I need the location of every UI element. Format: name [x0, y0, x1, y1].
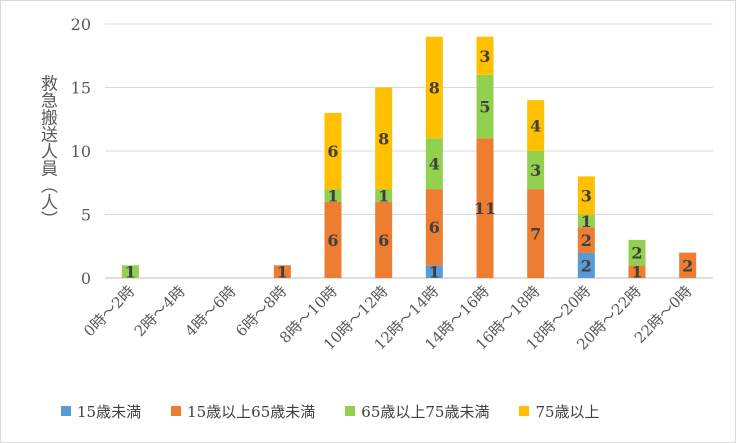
bar-segment: [324, 189, 342, 202]
data-label: 6: [429, 218, 440, 237]
bar-segment: [375, 201, 393, 278]
data-label: 1: [631, 263, 642, 282]
data-label: 3: [530, 161, 541, 180]
legend-item: 15歳未満: [61, 401, 141, 422]
x-tick-label: 4時～6時: [181, 282, 239, 340]
data-label: 4: [530, 117, 541, 136]
bar-segment: [628, 265, 646, 278]
gridlines: [105, 23, 713, 279]
data-label: 6: [378, 231, 389, 250]
legend-item: 75歳以上: [519, 401, 600, 422]
data-label: 8: [429, 79, 440, 98]
bars: [121, 36, 697, 278]
bar-segment: [425, 265, 443, 278]
y-axis-label: 救急搬送人員（人）: [37, 74, 58, 227]
bar-segment: [628, 239, 646, 266]
legend-swatch: [519, 406, 530, 416]
bar-segment: [273, 265, 291, 278]
bar-segment: [527, 189, 545, 278]
bar-segment: [324, 201, 342, 278]
bar-segment: [577, 252, 595, 278]
data-label: 7: [530, 225, 541, 244]
x-tick-label: 2時～4時: [131, 282, 189, 340]
legend-item: 15歳以上65歳未満: [171, 401, 315, 422]
bar-segment: [527, 100, 545, 151]
y-tick-label: 15: [71, 79, 91, 98]
data-label: 1: [378, 186, 389, 205]
bar-segment: [121, 265, 139, 278]
bar-segment: [577, 214, 595, 228]
data-label: 2: [682, 256, 693, 275]
data-label: 1: [429, 263, 440, 282]
y-tick-label: 10: [71, 142, 91, 161]
bar-segment: [476, 138, 494, 278]
bar-segment: [425, 138, 443, 190]
y-tick-labels: 0 5 10 15 20: [71, 15, 91, 288]
legend-swatch: [61, 406, 71, 416]
data-label: 2: [581, 231, 592, 250]
legend: 15歳未満 15歳以上65歳未満 65歳以上75歳未満 75歳以上: [61, 399, 701, 423]
legend-item: 65歳以上75歳未満: [345, 401, 489, 422]
bar-segment: [527, 151, 545, 190]
data-label: 5: [479, 98, 490, 117]
data-label: 6: [327, 142, 338, 161]
legend-label: 75歳以上: [535, 402, 600, 421]
data-label: 8: [378, 129, 389, 148]
y-tick-label: 0: [81, 269, 91, 288]
legend-swatch: [171, 406, 182, 416]
bar-segment: [577, 227, 595, 253]
x-tick-label: 0時～2時: [80, 282, 138, 340]
data-label: 3: [479, 47, 490, 66]
bar-segment: [476, 36, 494, 75]
data-label: 2: [581, 256, 592, 275]
x-tick-labels: 0時～2時2時～4時4時～6時6時～8時8時～10時10時～12時12時～14時…: [80, 282, 695, 354]
bar-segment: [679, 252, 697, 278]
data-label: 1: [581, 212, 592, 231]
data-label: 2: [631, 244, 642, 263]
bar-segment: [476, 74, 494, 139]
bar-segment: [375, 87, 393, 190]
bar-segment: [425, 36, 443, 139]
data-label: 1: [327, 186, 338, 205]
data-label: 1: [125, 263, 136, 282]
data-label: 11: [474, 199, 496, 218]
legend-label: 15歳未満: [77, 402, 142, 421]
bar-segment: [324, 112, 342, 190]
data-label: 3: [581, 186, 592, 205]
bar-segment: [375, 189, 393, 202]
data-label: 6: [327, 231, 338, 250]
bar-segment: [425, 189, 443, 266]
legend-label: 15歳以上65歳未満: [187, 402, 316, 421]
legend-swatch: [345, 406, 356, 416]
legend-label: 65歳以上75歳未満: [361, 402, 490, 421]
y-tick-label: 20: [71, 15, 91, 34]
y-tick-label: 5: [81, 206, 91, 225]
bar-segment: [577, 176, 595, 215]
data-label: 1: [277, 263, 288, 282]
data-label: 4: [429, 155, 440, 174]
